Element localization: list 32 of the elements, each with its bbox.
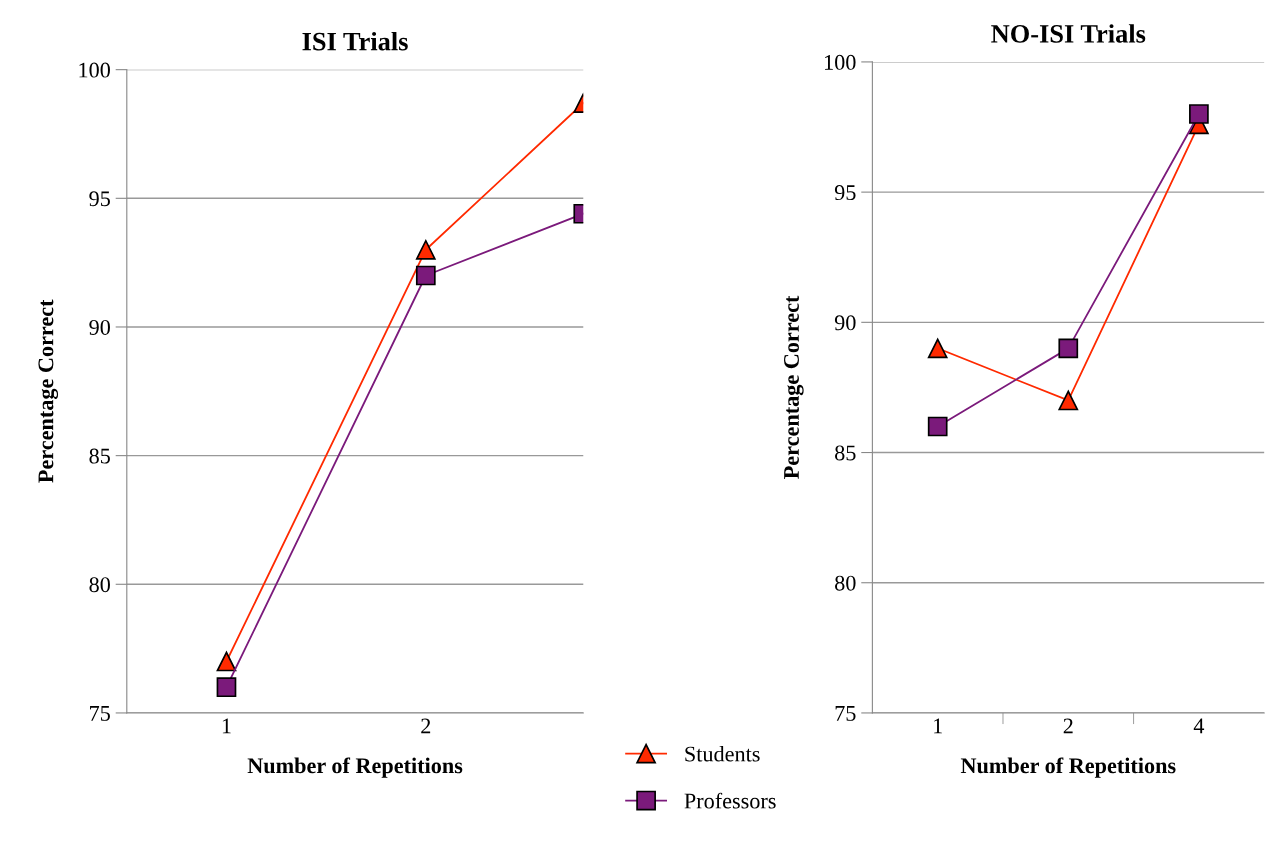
x-axis-title: Number of Repetitions [247, 757, 463, 778]
legend-label: Students [685, 745, 760, 762]
y-tick-label: 80 [89, 577, 110, 593]
point [927, 416, 948, 437]
x-tick-label: 2 [421, 718, 431, 734]
y-axis-title: Percentage Correct [38, 299, 59, 483]
point [927, 338, 948, 359]
y-tick-label: 95 [89, 191, 110, 207]
x-tick-label: 1 [222, 718, 231, 734]
y-tick-label: 100 [79, 62, 110, 78]
y-tick-label: 80 [835, 575, 856, 591]
y-tick-label: 85 [89, 448, 110, 464]
x-tick-label: 1 [934, 718, 942, 734]
y-tick-label: 90 [89, 319, 110, 335]
chart-title: NO-ISI Trials [991, 24, 1146, 43]
legend-label: Professors [684, 792, 776, 809]
point [1058, 338, 1079, 359]
point [1189, 104, 1209, 124]
y-tick-label: 95 [834, 185, 856, 201]
point [216, 651, 237, 672]
y-tick-label: 100 [825, 54, 856, 70]
point [216, 677, 237, 698]
y-tick-label: 85 [835, 445, 856, 461]
y-tick-label: 75 [835, 706, 856, 721]
x-tick-label: 4 [1193, 718, 1205, 734]
chart-title: ISI Trials [302, 31, 408, 51]
y-axis-title: Percentage Correct [784, 295, 804, 479]
y-tick-label: 90 [834, 315, 856, 331]
x-axis-title: Number of Repetitions [960, 757, 1176, 778]
point [1058, 390, 1079, 411]
x-tick-label: 2 [1063, 718, 1073, 734]
y-tick-label: 75 [90, 706, 110, 721]
